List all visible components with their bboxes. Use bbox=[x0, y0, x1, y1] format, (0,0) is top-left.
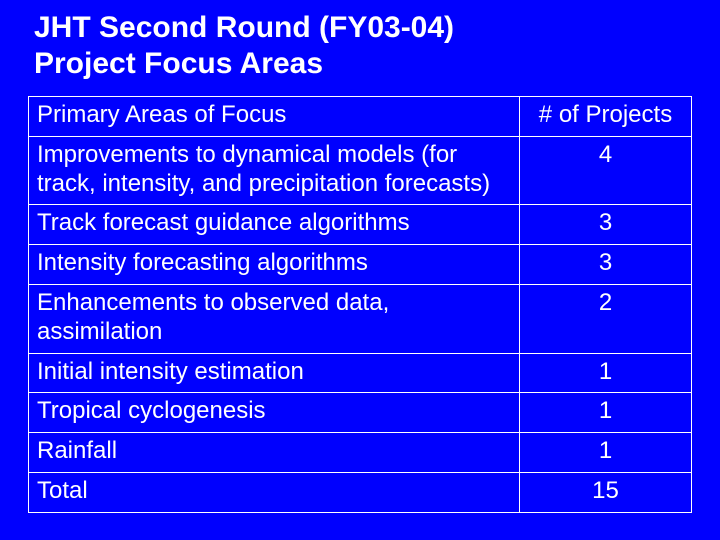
cell-count: 15 bbox=[520, 472, 692, 512]
table-row: Enhancements to observed data, assimilat… bbox=[29, 284, 692, 353]
table-row: Rainfall 1 bbox=[29, 433, 692, 473]
cell-area: Total bbox=[29, 472, 520, 512]
title-line-2: Project Focus Areas bbox=[34, 47, 323, 80]
table-header-row: Primary Areas of Focus # of Projects bbox=[29, 97, 692, 137]
cell-area: Initial intensity estimation bbox=[29, 353, 520, 393]
table-row: Total 15 bbox=[29, 472, 692, 512]
slide-title: JHT Second Round (FY03-04) Project Focus… bbox=[28, 10, 692, 96]
focus-areas-table: Primary Areas of Focus # of Projects Imp… bbox=[28, 96, 692, 513]
table-row: Tropical cyclogenesis 1 bbox=[29, 393, 692, 433]
table-row: Initial intensity estimation 1 bbox=[29, 353, 692, 393]
table-row: Track forecast guidance algorithms 3 bbox=[29, 205, 692, 245]
cell-count: 1 bbox=[520, 393, 692, 433]
cell-count: 2 bbox=[520, 284, 692, 353]
cell-area: Intensity forecasting algorithms bbox=[29, 245, 520, 285]
title-line-1: JHT Second Round (FY03-04) bbox=[34, 11, 454, 44]
table-row: Improvements to dynamical models (for tr… bbox=[29, 136, 692, 205]
cell-area: Rainfall bbox=[29, 433, 520, 473]
cell-count: 3 bbox=[520, 245, 692, 285]
header-count: # of Projects bbox=[520, 97, 692, 137]
cell-area: Tropical cyclogenesis bbox=[29, 393, 520, 433]
cell-area: Track forecast guidance algorithms bbox=[29, 205, 520, 245]
cell-area: Enhancements to observed data, assimilat… bbox=[29, 284, 520, 353]
cell-count: 1 bbox=[520, 433, 692, 473]
table-row: Intensity forecasting algorithms 3 bbox=[29, 245, 692, 285]
cell-count: 4 bbox=[520, 136, 692, 205]
cell-count: 1 bbox=[520, 353, 692, 393]
header-area: Primary Areas of Focus bbox=[29, 97, 520, 137]
cell-area: Improvements to dynamical models (for tr… bbox=[29, 136, 520, 205]
cell-count: 3 bbox=[520, 205, 692, 245]
